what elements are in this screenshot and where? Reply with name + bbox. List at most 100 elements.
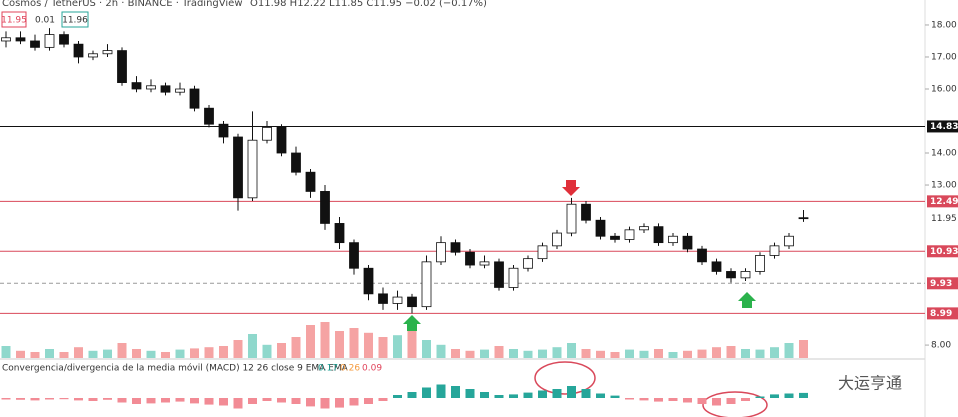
volume-bar <box>654 349 663 358</box>
volume-bar <box>712 347 721 358</box>
volume-bar <box>567 343 576 358</box>
candle-body <box>363 267 374 295</box>
macd-bar <box>581 389 591 398</box>
highlight-circle <box>702 391 768 417</box>
candle-body <box>320 191 330 224</box>
macd-bar <box>378 398 388 401</box>
volume-bar <box>204 347 214 358</box>
macd-bar <box>741 398 750 401</box>
candle-body <box>682 235 693 250</box>
volume-bar <box>132 349 141 358</box>
candle-body <box>668 235 678 244</box>
volume-bar <box>799 340 808 358</box>
volume-bar <box>349 328 359 358</box>
macd-bar <box>262 398 272 401</box>
volume-bar <box>190 348 199 358</box>
y-tick-label: 14.00 <box>931 149 957 159</box>
y-tick-label: 13.00 <box>931 181 957 191</box>
volume-bar <box>581 349 591 358</box>
candle-body <box>639 226 649 231</box>
macd-bar <box>132 398 141 404</box>
macd-bar <box>465 389 475 398</box>
volume-bar <box>378 337 388 358</box>
level-label-box <box>927 120 958 133</box>
volume-bar <box>364 332 373 358</box>
candle-body <box>769 245 780 256</box>
candle-body <box>73 43 84 58</box>
volume-bar <box>291 337 301 358</box>
macd-bar <box>567 386 576 398</box>
candle-body <box>334 223 345 244</box>
macd-bar <box>45 398 54 400</box>
macd-bar <box>596 393 605 398</box>
current-price-label: 11.95 <box>931 214 957 224</box>
quote-text: 0.01 <box>35 16 55 26</box>
candle-body <box>537 245 548 260</box>
candle-body <box>479 261 490 266</box>
macd-bar <box>277 398 286 403</box>
macd-bar <box>161 398 170 403</box>
volume-bar <box>523 350 533 358</box>
macd-bar <box>668 398 678 401</box>
quote-text: 11.96 <box>62 16 88 26</box>
macd-bar <box>509 394 518 398</box>
candle-body <box>595 219 606 237</box>
candle-body <box>131 82 142 90</box>
macd-bar <box>349 398 359 406</box>
volume-bar <box>16 350 25 358</box>
candle-body <box>494 261 504 288</box>
level-label: 8.99 <box>930 309 952 319</box>
level-label-box <box>927 245 958 258</box>
candle-body <box>233 136 243 199</box>
candle-body <box>349 242 359 269</box>
macd-bar <box>190 398 199 404</box>
volume-bar <box>639 350 649 358</box>
candle-body <box>407 296 417 308</box>
volume-bar <box>161 352 170 358</box>
candle-body <box>465 251 475 266</box>
candle-body <box>697 248 707 263</box>
candle-body <box>146 85 156 90</box>
candle-body <box>740 271 751 279</box>
volume-bar <box>451 349 460 358</box>
candle-body <box>160 85 171 93</box>
macd-bar <box>248 398 257 404</box>
macd-bar <box>784 393 794 398</box>
candle-body <box>305 171 316 192</box>
volume-bar <box>146 350 156 358</box>
volume-bar <box>726 346 736 358</box>
candle-body <box>581 203 591 221</box>
candle-body <box>508 267 519 288</box>
volume-bar <box>770 347 779 358</box>
macd-bar <box>103 398 112 400</box>
level-label: 12.49 <box>930 197 958 207</box>
candle-body <box>218 123 229 138</box>
watermark: 大运亨通 <box>838 374 902 393</box>
volume-bar <box>683 350 692 358</box>
candle-body <box>262 127 272 141</box>
macd-bar <box>291 398 301 404</box>
y-tick-label: 18.00 <box>931 20 957 30</box>
macd-bar <box>306 398 315 407</box>
volume-bar <box>509 349 518 358</box>
macd-bar <box>320 398 330 409</box>
macd-bar <box>175 398 185 402</box>
volume-bar <box>741 349 750 358</box>
volume-bar <box>436 344 446 358</box>
candle-body <box>552 232 562 247</box>
level-label: 9.93 <box>930 279 952 289</box>
volume-bar <box>320 322 330 358</box>
macd-bar <box>88 398 98 401</box>
macd-title: Convergencia/divergencia de la media móv… <box>2 363 349 374</box>
candle-body <box>726 271 736 279</box>
volume-bar <box>407 331 417 358</box>
volume-bar <box>393 335 402 358</box>
quote-box <box>61 11 89 28</box>
candle-body <box>450 242 461 253</box>
volume-bar <box>1 346 11 358</box>
volume-bar <box>219 346 228 358</box>
macd-bar <box>712 398 721 406</box>
volume-bar <box>552 347 562 358</box>
volume-bar <box>422 340 431 358</box>
